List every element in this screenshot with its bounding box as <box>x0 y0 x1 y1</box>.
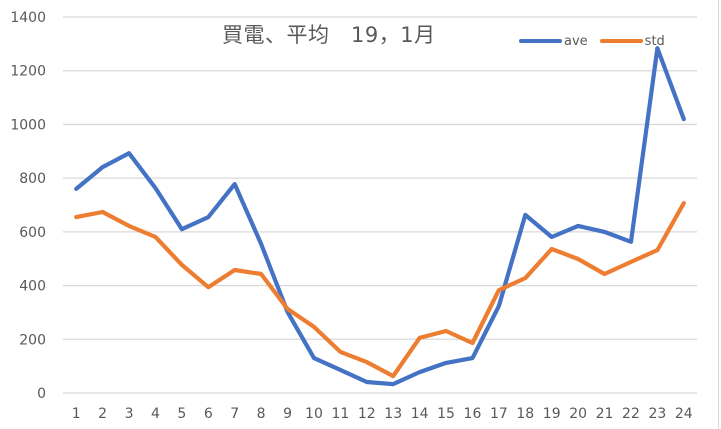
legend-label-std: std <box>644 33 665 49</box>
y-tick-label: 800 <box>19 171 46 187</box>
chart-border <box>718 0 719 429</box>
x-tick-label: 1 <box>72 406 81 422</box>
y-tick-label: 400 <box>19 279 46 295</box>
chart-legend: ave std <box>519 32 677 50</box>
legend-item-std: std <box>599 33 665 49</box>
x-tick-label: 11 <box>331 406 349 422</box>
y-tick-label: 0 <box>37 386 46 402</box>
x-tick-label: 4 <box>151 406 160 422</box>
x-tick-label: 19 <box>543 406 561 422</box>
y-tick-label: 1000 <box>10 117 46 133</box>
y-tick-label: 200 <box>19 332 46 348</box>
chart-title: 買電、平均 19，1月 <box>222 23 436 47</box>
x-tick-label: 20 <box>569 406 587 422</box>
y-tick-label: 1400 <box>10 10 46 26</box>
series-line-ave <box>74 46 686 387</box>
x-tick-label: 7 <box>230 406 239 422</box>
legend-label-ave: ave <box>564 33 588 49</box>
x-axis-ticks: 1 2 3 4 5 6 7 8 9 10 11 12 13 14 15 16 17 18 19 20 21 22 23 24 <box>72 406 693 422</box>
x-tick-label: 24 <box>675 406 693 422</box>
x-tick-label: 15 <box>437 406 455 422</box>
x-tick-label: 3 <box>125 406 134 422</box>
x-tick-label: 21 <box>596 406 614 422</box>
x-tick-label: 9 <box>283 406 292 422</box>
legend-swatch-ave <box>519 39 562 43</box>
x-tick-label: 16 <box>464 406 482 422</box>
x-tick-label: 12 <box>358 406 376 422</box>
x-tick-label: 22 <box>622 406 640 422</box>
y-tick-label: 600 <box>19 225 46 241</box>
legend-item-ave: ave <box>519 34 588 49</box>
x-tick-label: 5 <box>177 406 186 422</box>
x-tick-label: 14 <box>411 406 429 422</box>
series-lines <box>74 46 686 387</box>
y-tick-label: 1200 <box>10 64 46 80</box>
legend-swatch-std <box>599 39 643 43</box>
x-tick-label: 13 <box>384 406 402 422</box>
series-line-std <box>74 201 686 379</box>
x-tick-label: 17 <box>490 406 508 422</box>
x-tick-label: 10 <box>305 406 323 422</box>
gridlines <box>63 16 697 394</box>
x-tick-label: 23 <box>648 406 666 422</box>
y-axis-ticks: 0 200 400 600 800 1000 1200 1400 <box>10 10 46 402</box>
x-tick-label: 18 <box>516 406 534 422</box>
x-tick-label: 8 <box>257 406 266 422</box>
x-tick-label: 2 <box>98 406 107 422</box>
x-tick-label: 6 <box>204 406 213 422</box>
